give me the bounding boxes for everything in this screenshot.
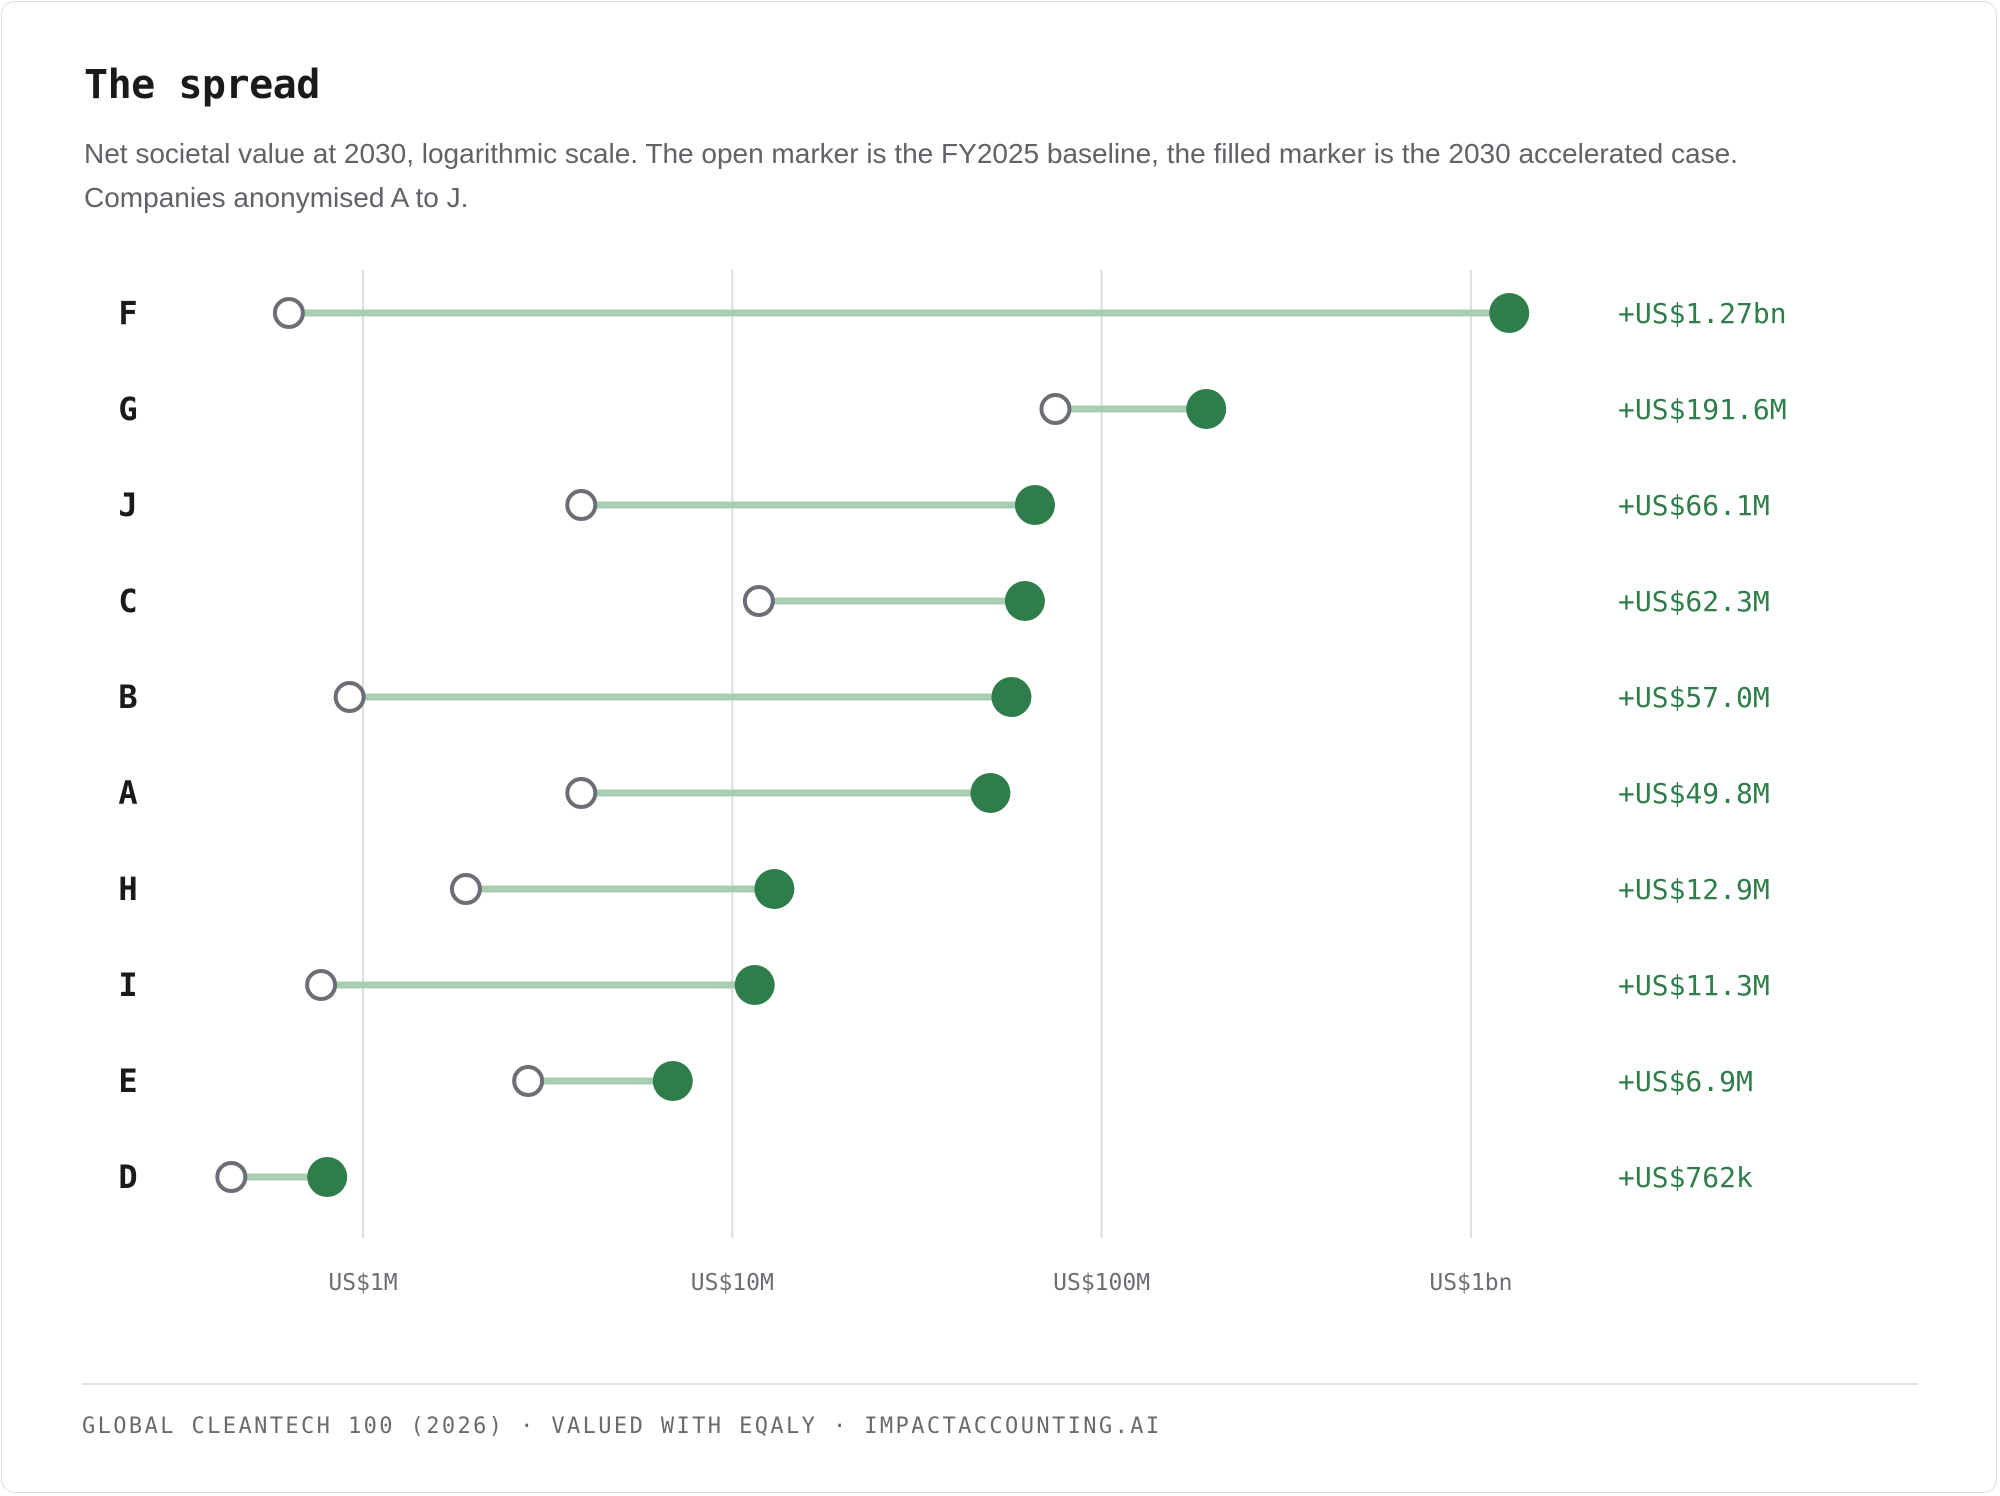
- row-c: C +US$62.3M: [118, 581, 1770, 621]
- x-tick-label: US$1M: [328, 1270, 397, 1296]
- value-label: +US$66.1M: [1618, 489, 1770, 522]
- value-label: +US$62.3M: [1618, 585, 1770, 618]
- x-axis-ticks: US$1M US$10M US$100M US$1bn: [328, 1270, 1512, 1296]
- dumbbell-rows: F +US$1.27bn G +US$191.6M J +US$66.1M C +US$62.…: [118, 293, 1787, 1197]
- baseline-marker: [333, 681, 366, 713]
- company-label: I: [118, 966, 137, 1004]
- company-label: F: [118, 294, 137, 332]
- accelerated-marker: [754, 869, 795, 909]
- baseline-marker: [305, 969, 338, 1001]
- row-f: F +US$1.27bn: [118, 293, 1787, 333]
- accelerated-marker: [991, 677, 1032, 717]
- x-tick-label: US$10M: [691, 1270, 774, 1296]
- company-label: B: [118, 678, 137, 716]
- accelerated-marker: [970, 773, 1011, 813]
- baseline-marker: [449, 873, 482, 905]
- value-label: +US$11.3M: [1618, 969, 1770, 1002]
- company-label: E: [118, 1062, 137, 1100]
- value-label: +US$1.27bn: [1618, 297, 1787, 330]
- baseline-marker: [512, 1065, 545, 1097]
- chart-title: The spread: [84, 62, 320, 108]
- accelerated-marker: [1489, 293, 1530, 333]
- x-tick-label: US$1bn: [1429, 1270, 1512, 1296]
- baseline-marker: [272, 297, 305, 329]
- value-label: +US$49.8M: [1618, 777, 1770, 810]
- x-tick-label: US$100M: [1053, 1270, 1150, 1296]
- row-b: B +US$57.0M: [118, 677, 1770, 717]
- baseline-marker: [742, 585, 775, 617]
- grid-lines: [362, 270, 1472, 1238]
- row-e: E +US$6.9M: [118, 1061, 1753, 1101]
- row-i: I +US$11.3M: [118, 965, 1770, 1005]
- value-label: +US$12.9M: [1618, 873, 1770, 906]
- baseline-marker: [1039, 393, 1072, 425]
- baseline-marker: [565, 777, 598, 809]
- accelerated-marker: [1004, 581, 1045, 621]
- company-label: C: [118, 582, 137, 620]
- company-label: A: [118, 774, 137, 812]
- baseline-marker: [215, 1161, 248, 1193]
- footer-divider: [82, 1383, 1918, 1385]
- company-label: H: [118, 870, 137, 908]
- accelerated-marker: [652, 1061, 693, 1101]
- accelerated-marker: [1014, 485, 1055, 525]
- dumbbell-chart: US$1M US$10M US$100M US$1bn F +US$1.27bn G +US$…: [118, 270, 1787, 1296]
- baseline-marker: [565, 489, 598, 521]
- row-a: A +US$49.8M: [118, 773, 1770, 813]
- company-label: D: [118, 1158, 137, 1196]
- row-h: H +US$12.9M: [118, 869, 1770, 909]
- value-label: +US$762k: [1618, 1161, 1753, 1194]
- row-g: G +US$191.6M: [118, 389, 1787, 429]
- company-label: G: [118, 390, 137, 428]
- value-label: +US$57.0M: [1618, 681, 1770, 714]
- row-j: J +US$66.1M: [118, 485, 1770, 525]
- company-label: J: [118, 486, 137, 524]
- accelerated-marker: [1186, 389, 1227, 429]
- value-label: +US$6.9M: [1618, 1065, 1753, 1098]
- chart-subtitle: Net societal value at 2030, logarithmic …: [84, 138, 1738, 213]
- row-d: D +US$762k: [118, 1157, 1753, 1197]
- value-label: +US$191.6M: [1618, 393, 1787, 426]
- accelerated-marker: [307, 1157, 348, 1197]
- footer-credit: GLOBAL CLEANTECH 100 (2026) · VALUED WIT…: [82, 1414, 1162, 1439]
- accelerated-marker: [734, 965, 775, 1005]
